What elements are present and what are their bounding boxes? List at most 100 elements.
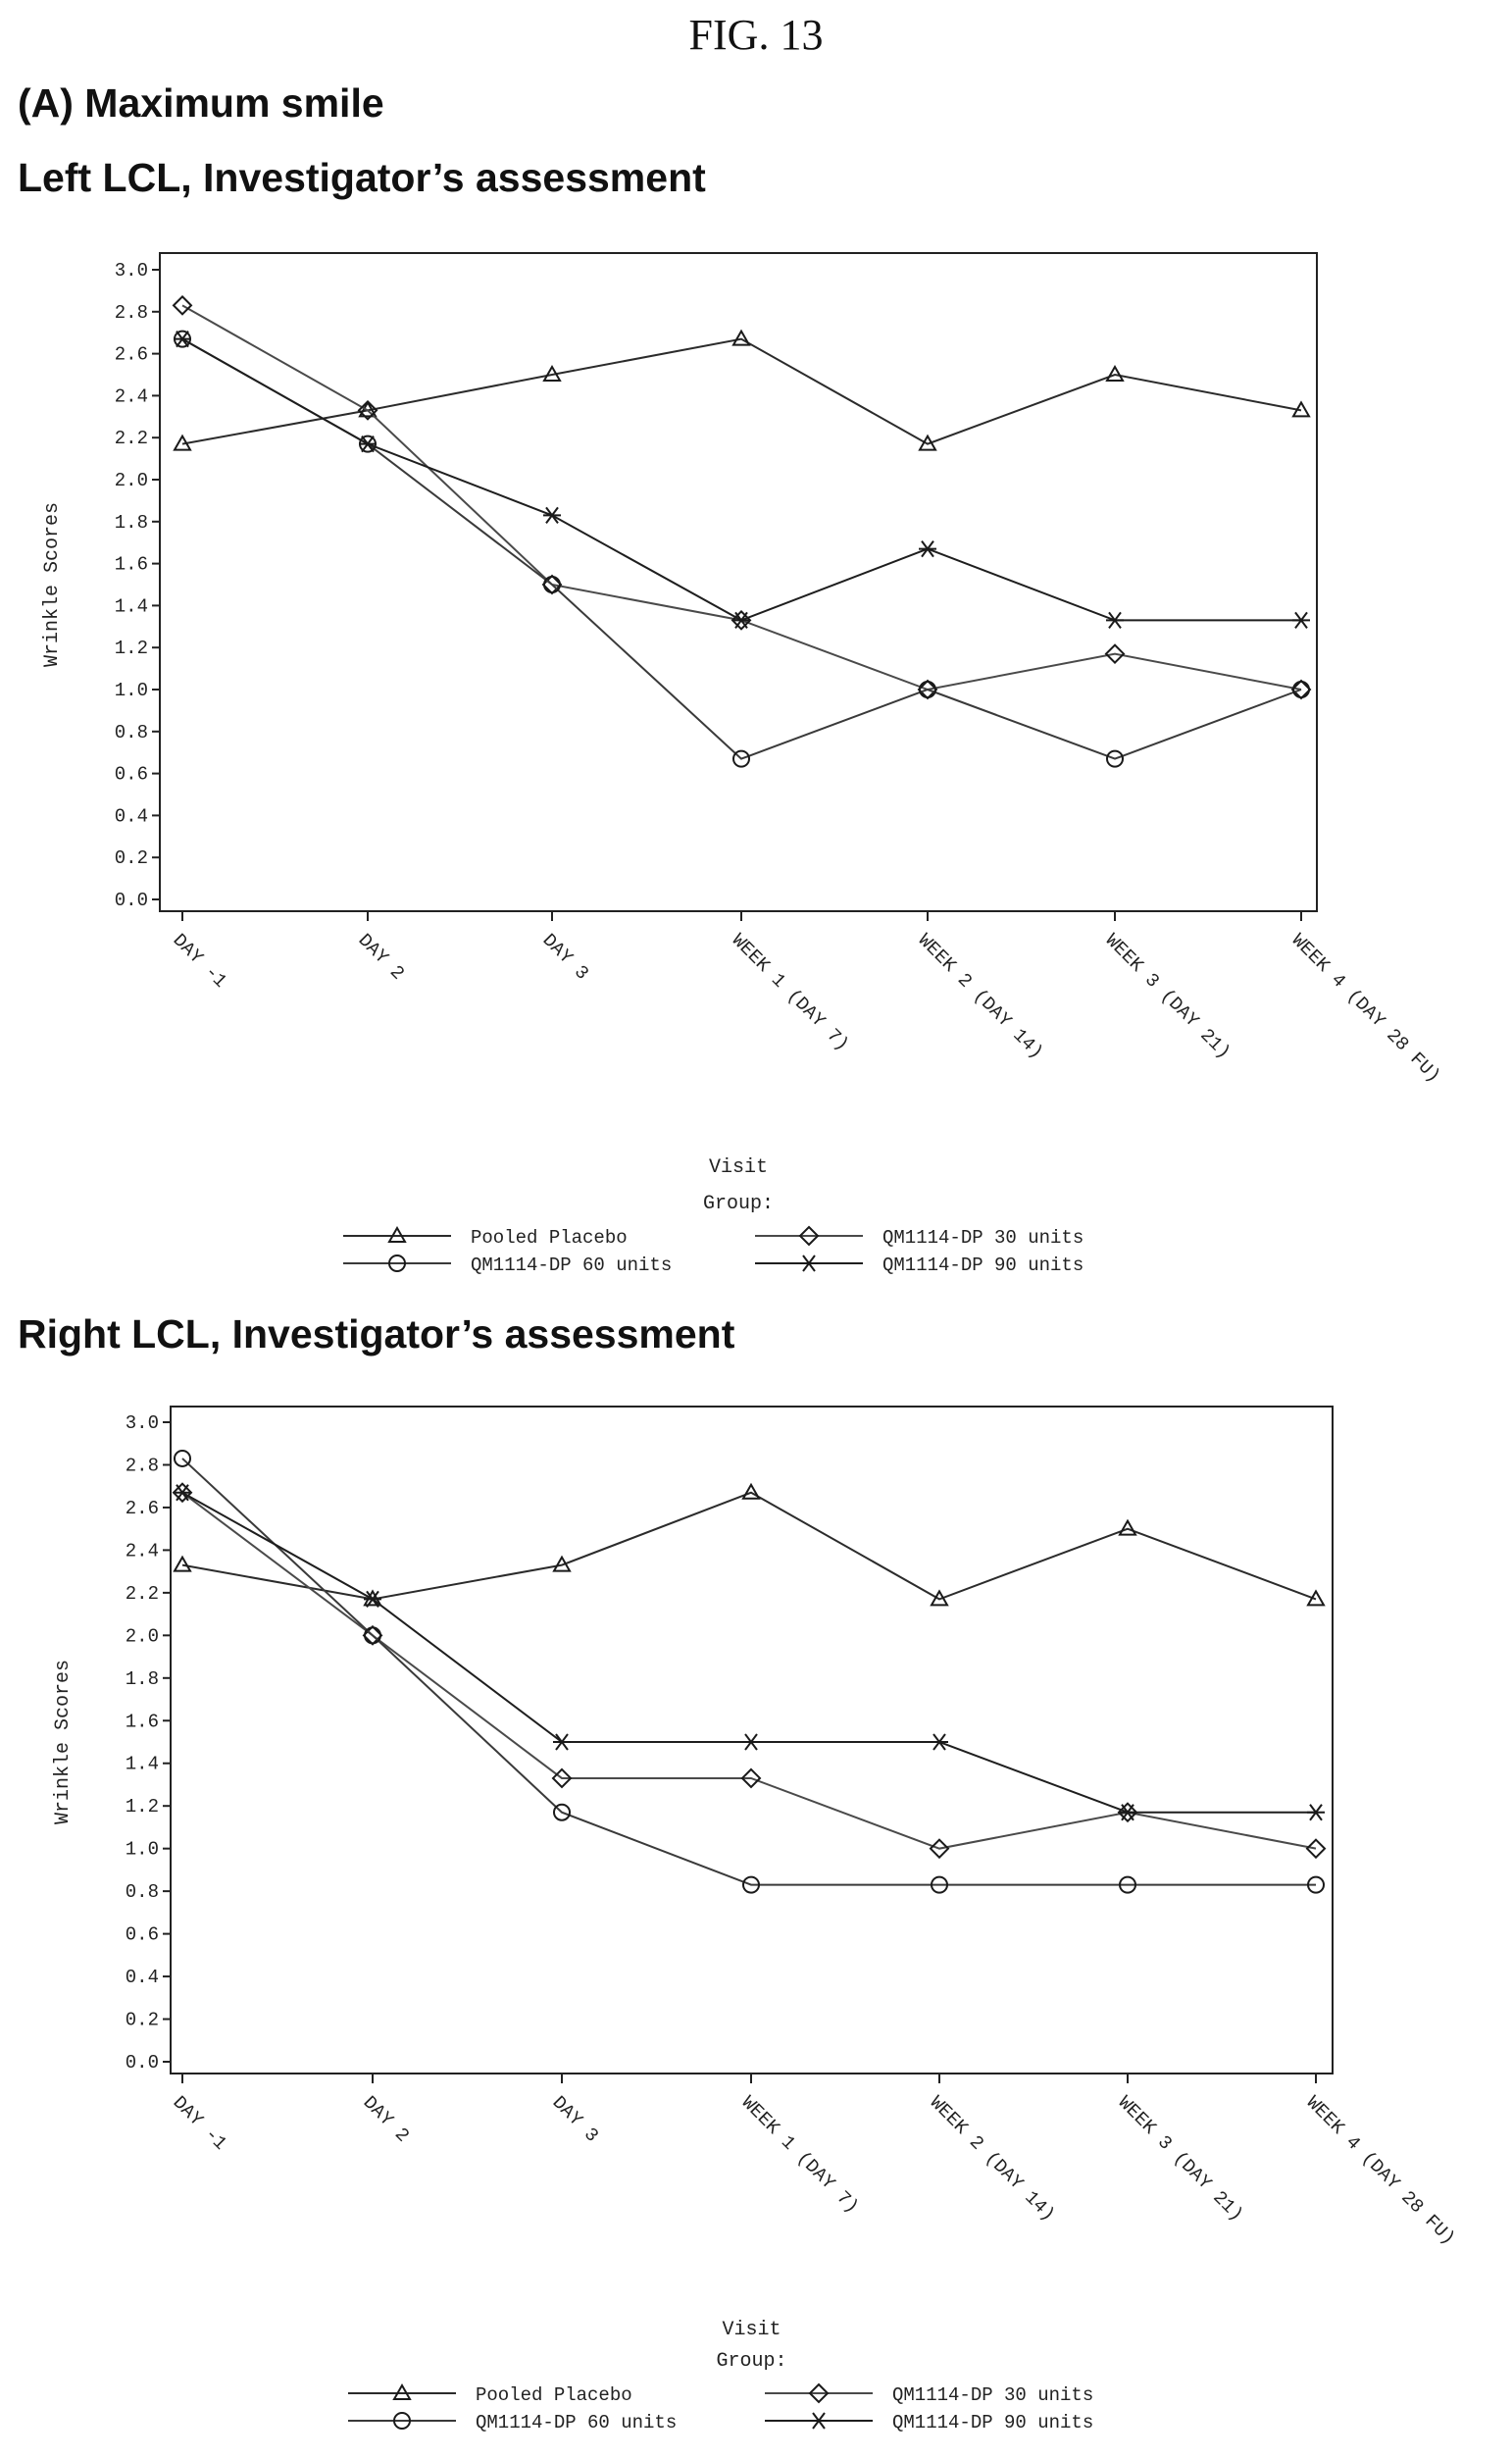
legend-marker: [388, 1255, 406, 1272]
x-tick-label: WEEK 4 (DAY 28 FU): [1302, 2092, 1460, 2250]
y-tick-label: 3.0: [115, 260, 148, 282]
y-tick-label: 1.6: [126, 1711, 159, 1732]
data-point: [1119, 1875, 1136, 1894]
data-point: [740, 1767, 762, 1789]
data-point: [543, 506, 561, 524]
data-point: [731, 329, 751, 346]
x-axis-label: Visit: [709, 1156, 768, 1179]
y-tick-label: 1.0: [115, 680, 148, 701]
data-point: [918, 434, 937, 451]
y-tick-label: 1.2: [126, 1796, 159, 1818]
left-lcl-line-chart: 0.0 0.2 0.4 0.6 0.8 1.0 1.2 1.4 1.6 1.8 2.0 2.2 2.4 2…: [41, 252, 1444, 1276]
y-tick-label: 2.2: [115, 428, 148, 449]
right-chart-title: Right LCL, Investigator’s assessment: [18, 1311, 735, 1357]
y-tick-label: 0.2: [115, 847, 148, 869]
y-tick-label: 0.8: [126, 1881, 159, 1903]
series-star: [174, 1484, 1325, 1821]
y-tick-label: 1.4: [115, 595, 148, 617]
y-tick-label: 2.0: [126, 1625, 159, 1647]
legend-entry: QM1114-DP 90 units: [755, 1255, 1084, 1276]
x-axis-label: Visit: [722, 2319, 781, 2341]
data-point: [359, 435, 377, 453]
legend-entry: QM1114-DP 90 units: [765, 2412, 1093, 2433]
y-tick-label: 1.6: [115, 554, 148, 576]
figure-label: FIG. 13: [688, 11, 824, 59]
data-point: [732, 611, 750, 629]
data-point: [172, 294, 193, 316]
x-tick-label: DAY -1: [169, 930, 231, 993]
legend-label: Pooled Placebo: [471, 1227, 628, 1249]
legend-label: QM1114-DP 30 units: [882, 1227, 1084, 1249]
series-line: [181, 337, 1301, 622]
y-tick-label: 0.4: [115, 805, 148, 827]
legend-marker: [808, 2382, 830, 2404]
y-tick-label: 2.4: [115, 385, 148, 407]
x-tick-label: DAY 2: [354, 930, 409, 985]
data-point: [1118, 1518, 1137, 1536]
legend-marker: [392, 2382, 412, 2400]
data-point: [1291, 400, 1311, 418]
legend-marker: [810, 2412, 828, 2430]
data-point: [919, 681, 936, 698]
series-line: [181, 337, 1302, 760]
series-circle: [174, 1449, 1325, 1894]
right-lcl-line-chart: 0.0 0.2 0.4 0.6 0.8 1.0 1.2 1.4 1.6 1.8 2.0 2.2 2.4 2…: [52, 1406, 1460, 2433]
legend-label: QM1114-DP 90 units: [882, 1255, 1084, 1276]
y-tick-label: 0.6: [115, 764, 148, 786]
data-point: [931, 1733, 948, 1751]
data-point: [172, 1482, 193, 1504]
y-tick-label: 0.0: [126, 2052, 159, 2074]
y-tick-label: 2.8: [115, 302, 148, 324]
x-tick-label: DAY 2: [359, 2092, 414, 2147]
data-point: [1292, 681, 1310, 698]
data-point: [930, 1589, 949, 1607]
x-tick-label: WEEK 2 (DAY 14): [914, 930, 1047, 1063]
section-heading: (A) Maximum smile: [18, 80, 384, 126]
data-point: [741, 1482, 761, 1500]
y-tick-label: 1.8: [115, 512, 148, 534]
y-tick-label: 2.4: [126, 1540, 159, 1562]
x-tick-label: WEEK 3 (DAY 21): [1101, 930, 1235, 1063]
data-point: [552, 1555, 572, 1572]
data-point: [362, 1624, 383, 1646]
legend-marker: [798, 1225, 820, 1247]
legend-marker: [800, 1255, 818, 1272]
legend-entry: Pooled Placebo: [348, 2382, 632, 2406]
y-tick-label: 1.4: [126, 1754, 159, 1775]
y-tick-label: 1.2: [115, 638, 148, 659]
data-point: [1105, 364, 1125, 382]
data-point: [732, 749, 750, 768]
data-point: [1106, 611, 1124, 629]
data-point: [358, 400, 378, 418]
y-axis-label: Wrinkle Scores: [41, 502, 64, 667]
data-point: [1106, 749, 1124, 768]
legend-title: Group:: [703, 1193, 774, 1215]
series-line: [181, 1491, 1317, 1601]
data-point: [929, 1838, 950, 1860]
left-chart-title: Left LCL, Investigator’s assessment: [18, 155, 706, 200]
series-line: [181, 337, 1302, 445]
x-tick-label: DAY -1: [169, 2092, 231, 2155]
x-tick-label: WEEK 1 (DAY 7): [737, 2092, 863, 2218]
data-point: [364, 1590, 381, 1608]
data-point: [174, 1449, 191, 1467]
legend-label: QM1114-DP 90 units: [892, 2412, 1093, 2433]
y-tick-label: 0.0: [115, 890, 148, 911]
data-point: [543, 576, 561, 593]
series-line: [181, 1491, 1316, 1814]
data-point: [742, 1733, 760, 1751]
y-axis-label: Wrinkle Scores: [52, 1660, 75, 1824]
data-point: [542, 364, 562, 382]
series-line: [181, 304, 1302, 691]
y-tick-label: 0.6: [126, 1924, 159, 1946]
series-line: [181, 1458, 1316, 1886]
legend-label: QM1114-DP 30 units: [892, 2384, 1093, 2406]
series-line: [181, 1491, 1317, 1850]
legend-entry: QM1114-DP 30 units: [755, 1225, 1084, 1249]
y-tick-label: 2.2: [126, 1583, 159, 1605]
data-point: [173, 1555, 192, 1572]
x-tick-label: WEEK 3 (DAY 21): [1114, 2092, 1247, 2226]
legend-entry: QM1114-DP 60 units: [343, 1255, 672, 1276]
x-tick-label: DAY 3: [538, 930, 593, 985]
legend-label: QM1114-DP 60 units: [471, 1255, 672, 1276]
